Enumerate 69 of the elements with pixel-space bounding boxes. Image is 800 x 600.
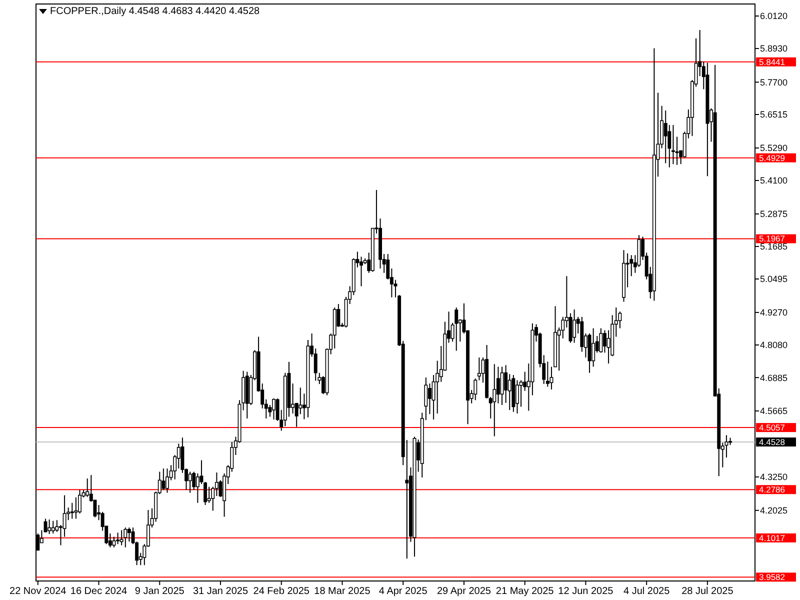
- candlestick: [162, 468, 166, 491]
- x-tick-label: 24 Feb 2025: [253, 586, 310, 597]
- y-tick-label: 5.0495: [760, 274, 788, 284]
- y-tick-label: 4.2025: [760, 506, 788, 516]
- candlestick: [706, 62, 710, 177]
- candlestick: [664, 110, 668, 164]
- y-tick-label: 5.8930: [760, 44, 788, 54]
- y-tick-label: 5.5290: [760, 143, 788, 154]
- x-tick-label: 12 Jun 2025: [558, 586, 614, 597]
- candlestick: [554, 306, 558, 368]
- candlestick: [572, 308, 576, 344]
- candlestick: [360, 256, 363, 287]
- x-tick-label: 29 Apr 2025: [437, 586, 492, 597]
- candlestick: [671, 124, 675, 165]
- ref-line-label: 3.9582: [759, 572, 786, 582]
- candlestick: [512, 374, 516, 412]
- candlestick: [245, 371, 249, 419]
- candlestick: [477, 357, 481, 381]
- candlestick: [124, 526, 128, 548]
- candlestick: [62, 494, 66, 538]
- chart-title: FCOPPER.,Daily 4.4548 4.4683 4.4420 4.4528: [50, 6, 260, 17]
- ref-line-label: 5.1967: [759, 234, 786, 244]
- y-tick-label: 5.1685: [760, 242, 788, 252]
- ref-line-label: 4.4528: [759, 436, 786, 447]
- candlestick: [492, 364, 496, 437]
- x-tick-label: 28 Jul 2025: [682, 586, 734, 597]
- candlestick: [516, 380, 519, 414]
- y-tick-label: 5.6515: [760, 110, 788, 120]
- y-tick-label: 5.7700: [760, 77, 788, 88]
- ref-line-label: 5.4929: [759, 152, 786, 163]
- x-tick-label: 21 May 2025: [496, 586, 554, 597]
- ref-line-label: 4.2786: [759, 484, 786, 495]
- candlestick: [454, 307, 458, 352]
- x-tick-label: 31 Jan 2025: [192, 586, 248, 597]
- candlestick: [74, 496, 78, 520]
- candlestick: [500, 366, 504, 406]
- candlestick: [48, 519, 52, 535]
- candlestick: [127, 526, 131, 542]
- candlestick: [412, 436, 416, 558]
- y-tick-label: 4.8080: [760, 340, 788, 350]
- x-tick-label: 22 Nov 2024: [10, 586, 67, 597]
- x-tick-label: 4 Jul 2025: [624, 586, 670, 597]
- candlestick: [51, 520, 55, 534]
- x-tick-label: 16 Dec 2024: [70, 586, 128, 597]
- candlestick: [519, 380, 523, 408]
- candlestick: [474, 378, 478, 401]
- candlestick: [675, 136, 679, 166]
- candlestick: [428, 382, 432, 415]
- candlestick: [622, 250, 626, 302]
- ref-line-label: 4.5057: [759, 422, 786, 433]
- candlestick: [116, 532, 120, 545]
- x-tick-label: 9 Jan 2025: [134, 586, 185, 597]
- x-tick-label: 4 Apr 2025: [378, 586, 428, 597]
- y-tick-label: 4.5665: [760, 406, 788, 416]
- candlestick: [120, 530, 124, 546]
- candlestick: [188, 471, 192, 494]
- ref-line-label: 5.8441: [759, 56, 786, 67]
- candlestick: [272, 398, 276, 420]
- candlestick: [166, 468, 169, 494]
- x-tick-label: 18 Mar 2025: [314, 586, 371, 597]
- candlestick: [592, 328, 596, 368]
- y-tick-label: 4.6885: [760, 372, 788, 383]
- ref-line-label: 4.1017: [759, 532, 786, 543]
- y-tick-label: 4.3250: [760, 472, 788, 482]
- y-tick-label: 5.2875: [760, 209, 788, 220]
- candlestick: [652, 48, 656, 302]
- y-tick-label: 5.4100: [760, 176, 788, 186]
- y-tick-label: 4.9270: [760, 308, 788, 318]
- y-tick-label: 6.0120: [760, 11, 788, 22]
